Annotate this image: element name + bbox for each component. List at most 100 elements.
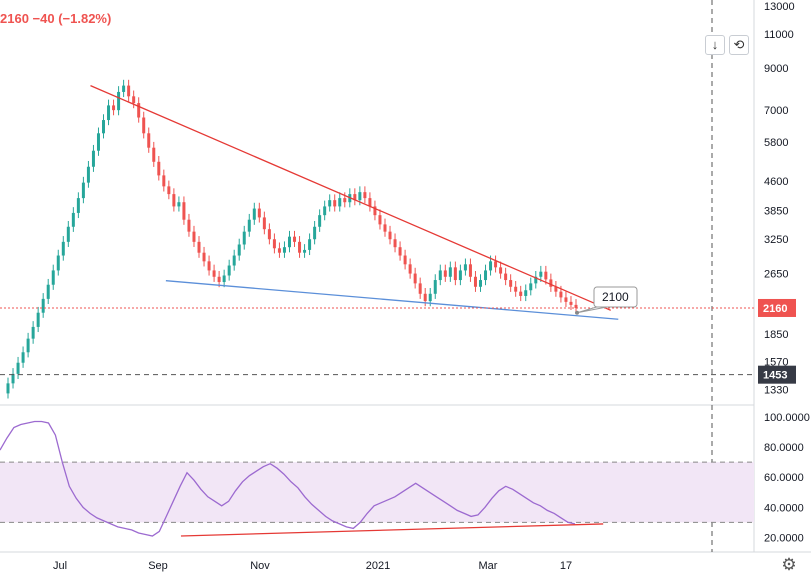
candle-body[interactable] xyxy=(373,206,377,216)
candle-body[interactable] xyxy=(61,241,65,256)
candle-body[interactable] xyxy=(574,304,578,308)
candle-body[interactable] xyxy=(559,291,563,298)
candle-body[interactable] xyxy=(147,133,151,148)
candle-body[interactable] xyxy=(504,273,508,281)
candle-body[interactable] xyxy=(338,198,342,207)
price-candles[interactable] xyxy=(6,79,578,399)
candle-body[interactable] xyxy=(162,175,166,187)
candle-body[interactable] xyxy=(137,103,141,118)
candle-body[interactable] xyxy=(167,186,171,195)
candle-body[interactable] xyxy=(398,247,402,256)
candle-body[interactable] xyxy=(328,200,332,207)
candle-body[interactable] xyxy=(237,244,241,256)
candle-body[interactable] xyxy=(413,273,417,284)
candle-body[interactable] xyxy=(448,267,452,277)
candle-body[interactable] xyxy=(227,265,231,276)
candle-body[interactable] xyxy=(56,255,60,271)
candle-body[interactable] xyxy=(378,215,382,225)
candle-body[interactable] xyxy=(267,229,271,240)
candle-body[interactable] xyxy=(529,283,533,291)
price-axis[interactable]: 13000 11000 9000 7000 5800 4600 3850 3250 2650 21… xyxy=(764,1,810,544)
candle-body[interactable] xyxy=(36,312,40,327)
candle-body[interactable] xyxy=(41,298,45,313)
candle-body[interactable] xyxy=(408,264,412,274)
candle-body[interactable] xyxy=(26,338,30,353)
candle-body[interactable] xyxy=(102,120,106,134)
candle-body[interactable] xyxy=(127,85,131,97)
scroll-to-realtime-button[interactable]: ↓ xyxy=(705,35,725,55)
candle-body[interactable] xyxy=(318,215,322,227)
candle-body[interactable] xyxy=(232,255,236,266)
candle-body[interactable] xyxy=(519,291,523,296)
candle-body[interactable] xyxy=(393,239,397,248)
candle-body[interactable] xyxy=(51,270,55,285)
candle-body[interactable] xyxy=(343,198,347,203)
candle-body[interactable] xyxy=(177,202,181,207)
candle-body[interactable] xyxy=(544,271,548,280)
candle-body[interactable] xyxy=(478,280,482,287)
candle-body[interactable] xyxy=(554,286,558,292)
candle-body[interactable] xyxy=(46,284,50,299)
candle-body[interactable] xyxy=(242,231,246,245)
candle-body[interactable] xyxy=(31,326,35,339)
candle-body[interactable] xyxy=(272,239,276,249)
candle-body[interactable] xyxy=(157,161,161,176)
candle-body[interactable] xyxy=(453,267,457,281)
candle-body[interactable] xyxy=(217,276,221,283)
candle-body[interactable] xyxy=(549,279,553,287)
candle-body[interactable] xyxy=(534,276,538,284)
candle-body[interactable] xyxy=(282,247,286,253)
candle-body[interactable] xyxy=(403,255,407,265)
candle-body[interactable] xyxy=(172,194,176,207)
time-axis[interactable]: Jul Sep Nov 2021 Mar 17 xyxy=(53,560,572,572)
candle-body[interactable] xyxy=(222,275,226,283)
candle-body[interactable] xyxy=(388,231,392,240)
candle-body[interactable] xyxy=(117,91,121,111)
candle-body[interactable] xyxy=(96,133,100,151)
candle-body[interactable] xyxy=(287,236,291,248)
lower-trendline[interactable] xyxy=(165,280,619,320)
candle-body[interactable] xyxy=(473,276,477,287)
candle-body[interactable] xyxy=(277,248,281,253)
upper-trendline[interactable] xyxy=(90,84,611,311)
candle-body[interactable] xyxy=(333,200,337,207)
candle-body[interactable] xyxy=(443,270,447,277)
candle-body[interactable] xyxy=(484,270,488,281)
candle-body[interactable] xyxy=(308,239,312,250)
candle-body[interactable] xyxy=(358,192,362,201)
candle-body[interactable] xyxy=(509,280,513,287)
candle-body[interactable] xyxy=(363,192,367,199)
candle-body[interactable] xyxy=(112,105,116,111)
candle-body[interactable] xyxy=(16,362,20,374)
candle-body[interactable] xyxy=(368,198,372,207)
candle-body[interactable] xyxy=(262,217,266,230)
candle-body[interactable] xyxy=(383,224,387,232)
candle-body[interactable] xyxy=(107,105,111,121)
candle-body[interactable] xyxy=(564,297,568,302)
candle-body[interactable] xyxy=(152,147,156,162)
candle-body[interactable] xyxy=(182,202,186,220)
candle-body[interactable] xyxy=(458,270,462,281)
candle-body[interactable] xyxy=(132,96,136,104)
candle-body[interactable] xyxy=(569,301,573,305)
candle-body[interactable] xyxy=(463,264,467,271)
candle-body[interactable] xyxy=(66,226,70,242)
candle-body[interactable] xyxy=(499,267,503,274)
candle-body[interactable] xyxy=(11,373,15,384)
candle-body[interactable] xyxy=(298,241,302,253)
candle-body[interactable] xyxy=(428,293,432,302)
candle-body[interactable] xyxy=(122,85,126,92)
candle-body[interactable] xyxy=(71,212,75,227)
candle-body[interactable] xyxy=(293,236,297,242)
candle-body[interactable] xyxy=(323,206,327,216)
candle-body[interactable] xyxy=(438,270,442,281)
candle-body[interactable] xyxy=(494,261,498,268)
candle-body[interactable] xyxy=(353,194,357,201)
candle-body[interactable] xyxy=(187,219,191,232)
candle-body[interactable] xyxy=(247,219,251,232)
candle-body[interactable] xyxy=(468,264,472,277)
candle-body[interactable] xyxy=(192,231,196,242)
candle-body[interactable] xyxy=(524,290,528,296)
candle-body[interactable] xyxy=(86,166,90,183)
